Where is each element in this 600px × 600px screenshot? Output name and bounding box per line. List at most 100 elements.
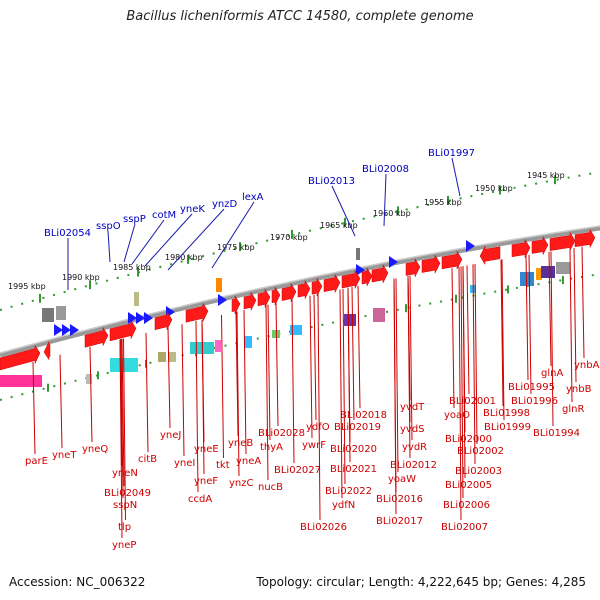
kbp-label: 1960 kbp [373, 209, 411, 218]
leader-line [236, 311, 240, 477]
leader-line [501, 259, 505, 421]
gene-label-bottom: BLi02012 [390, 460, 437, 471]
gene-arrow [421, 254, 441, 274]
gene-arrow [243, 291, 257, 311]
gene-arrow [479, 246, 501, 266]
feature-block [0, 375, 42, 387]
feature-block [541, 266, 555, 278]
gene-label-bottom: ywrF [302, 440, 326, 451]
leader-line [409, 275, 413, 441]
gene-label-bottom: ccdA [188, 494, 212, 505]
leader-line [573, 247, 577, 383]
gene-arrow [154, 310, 173, 331]
gene-label-bottom: yneN [112, 468, 138, 479]
leader-line [458, 266, 462, 521]
leader-line [181, 324, 185, 457]
gene-label-bottom: yneI [174, 458, 195, 469]
gene-label-top: sspO [96, 221, 121, 232]
gene-label-top: cotM [152, 210, 176, 221]
leader-line [462, 266, 466, 479]
leader-line [119, 339, 123, 539]
leader-line [123, 223, 136, 263]
gene-label-bottom: tlp [118, 522, 131, 533]
forward-gene-track [0, 228, 596, 371]
gene-label-bottom: yoaO [444, 410, 470, 421]
gene-label-bottom: BLi02006 [443, 500, 490, 511]
gene-label-bottom: glnA [541, 368, 563, 379]
leader-line [211, 201, 255, 269]
leader-line [525, 255, 529, 381]
gene-label-bottom: BLi02019 [334, 422, 381, 433]
feature-block [216, 278, 222, 292]
gene-arrow [361, 267, 373, 287]
leader-line [581, 246, 585, 359]
leader-line [144, 213, 193, 267]
gene-label-bottom: BLi02021 [330, 464, 377, 475]
feature-block [344, 314, 356, 326]
gene-label-bottom: yneE [194, 444, 219, 455]
leader-line [393, 278, 397, 515]
leader-line [167, 208, 225, 271]
gene-label-bottom: BLi01996 [511, 396, 558, 407]
gene-label-bottom: yoaW [388, 474, 416, 485]
top-leader-lines [67, 157, 461, 290]
map-title: Bacillus licheniformis ATCC 14580, compl… [126, 9, 474, 24]
gene-label-bottom: ydfN [332, 500, 355, 511]
leader-line [550, 251, 554, 427]
leader-line [123, 338, 126, 521]
feature-block [215, 340, 221, 352]
gene-label-bottom: sspN [113, 500, 137, 511]
gene-label-bottom: BLi02028 [258, 428, 305, 439]
gene-label-top: ynzD [212, 199, 238, 210]
gene-label-bottom: yneQ [82, 444, 108, 455]
kbp-label: 1985 kbp [113, 263, 151, 272]
gene-arrow [271, 286, 281, 306]
leader-line [357, 285, 361, 409]
outer-dotted-line [0, 171, 600, 311]
kbp-label: 1945 kbp [527, 171, 565, 180]
bottom-leader-lines [32, 246, 585, 539]
gene-label-bottom: BLi02022 [325, 486, 372, 497]
leader-line [500, 259, 504, 407]
leader-line [395, 278, 399, 473]
leader-line [528, 254, 532, 395]
gene-label-bottom: BLi02000 [445, 434, 492, 445]
gene-label-bottom: thyA [260, 442, 283, 453]
feature-block [556, 262, 570, 274]
gene-label-bottom: parE [25, 456, 48, 467]
gene-marker [356, 264, 365, 276]
leader-line [121, 338, 125, 487]
kbp-label: 1965 kbp [320, 221, 358, 230]
feature-blocks [0, 248, 570, 387]
gene-label-bottom: BLi01995 [508, 382, 555, 393]
kbp-label: 1990 kbp [62, 273, 100, 282]
gene-label-bottom: yvdR [402, 442, 427, 453]
leader-line [313, 294, 317, 421]
gene-label-bottom: BLi02003 [455, 466, 502, 477]
blue-gene-markers [54, 240, 475, 336]
gene-label-top: BLi02054 [44, 228, 91, 239]
gene-label-bottom: BLi02007 [441, 522, 488, 533]
gene-marker [54, 324, 63, 336]
gene-marker [144, 312, 153, 324]
feature-block [86, 374, 92, 384]
gene-label-bottom: ynbB [566, 384, 592, 395]
leader-line [59, 354, 63, 449]
feature-block [520, 272, 534, 286]
gene-label-bottom: BLi02018 [340, 410, 387, 421]
genome-backbone-highlight [0, 225, 600, 354]
gene-label-bottom: BLi02027 [274, 465, 321, 476]
leader-line [145, 332, 149, 453]
gene-label-bottom: yneF [194, 476, 218, 487]
gene-label-bottom: BLi01998 [483, 408, 530, 419]
leader-line [548, 251, 552, 367]
gene-arrow [109, 319, 137, 342]
leader-line [339, 289, 343, 499]
leader-line [569, 248, 573, 403]
leader-line [331, 185, 356, 237]
leader-line [275, 302, 279, 427]
gene-arrow [297, 279, 311, 299]
kbp-label: 1975 kbp [217, 243, 255, 252]
gene-arrow [441, 250, 463, 270]
gene-label-bottom: BLi02020 [330, 444, 377, 455]
